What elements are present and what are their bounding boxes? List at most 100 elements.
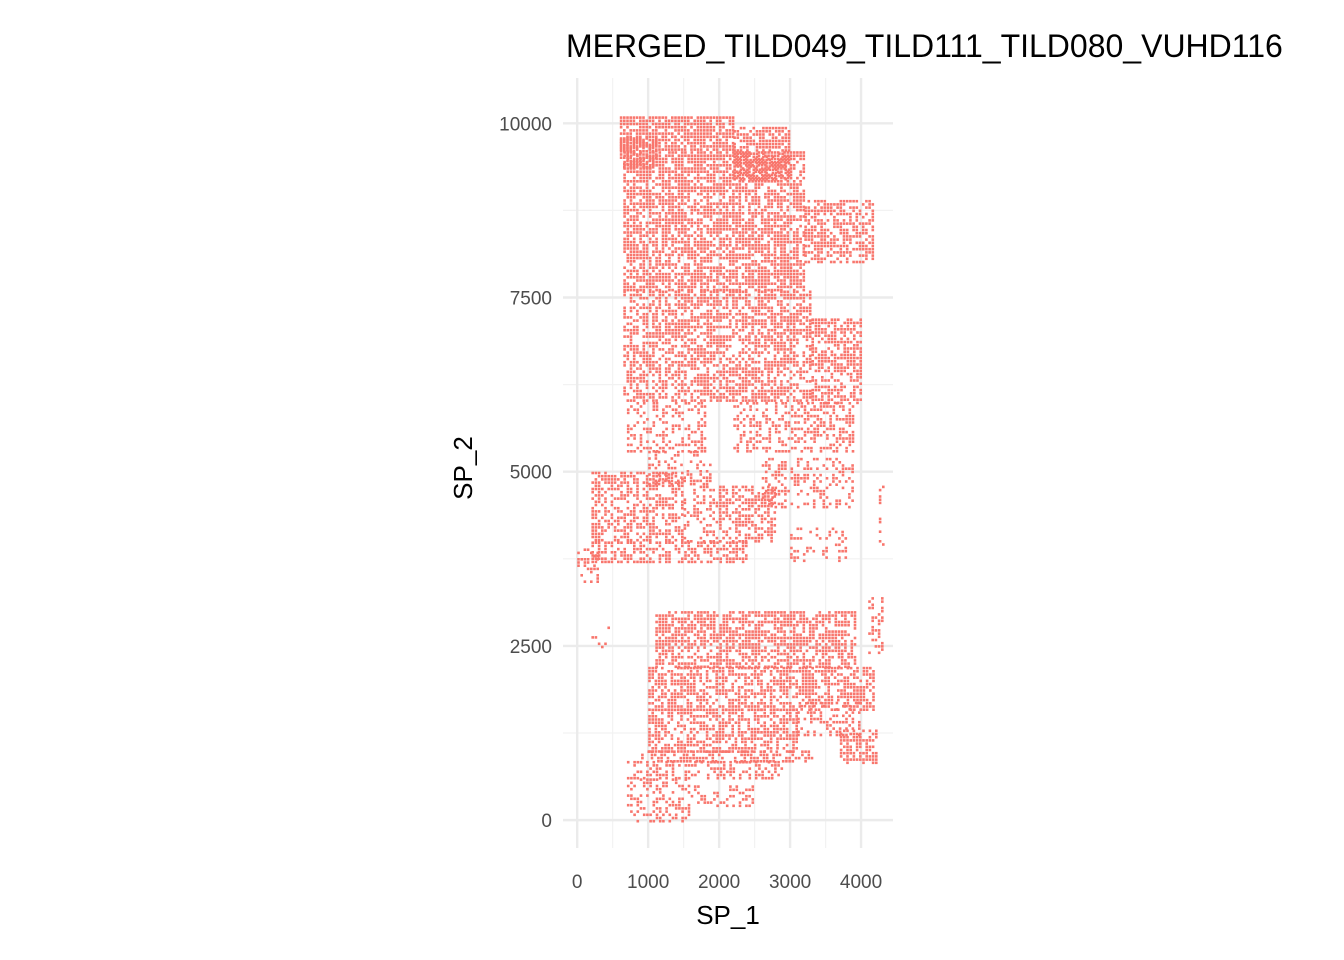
data-point: [822, 402, 826, 405]
data-point: [655, 240, 658, 244]
data-point: [761, 493, 765, 496]
data-point: [639, 186, 642, 189]
data-point: [796, 316, 799, 319]
data-point: [767, 338, 770, 342]
data-point: [773, 282, 777, 285]
data-point: [674, 316, 678, 319]
data-point: [754, 322, 758, 326]
data-point: [657, 450, 661, 454]
data-point: [773, 260, 777, 263]
data-point: [842, 251, 846, 254]
data-point: [749, 450, 752, 453]
data-point: [808, 319, 812, 322]
data-point: [744, 319, 748, 322]
data-point: [808, 344, 812, 348]
data-point: [739, 126, 743, 130]
data-point: [776, 332, 780, 335]
data-point: [781, 402, 784, 405]
data-point: [827, 392, 830, 395]
data-point: [733, 142, 736, 146]
data-point: [760, 250, 764, 253]
data-point: [789, 312, 793, 316]
data-point: [787, 424, 791, 427]
data-point: [655, 360, 658, 364]
data-point: [774, 477, 778, 480]
data-point: [652, 157, 655, 161]
data-point: [690, 167, 694, 170]
data-point: [846, 366, 850, 369]
data-point: [633, 450, 636, 453]
data-point: [806, 464, 810, 467]
data-point: [706, 328, 710, 332]
data-point: [646, 430, 649, 434]
data-point: [796, 269, 799, 273]
data-point: [725, 132, 728, 135]
data-point: [626, 380, 630, 383]
data-point: [792, 360, 796, 364]
data-point: [642, 360, 646, 364]
data-point: [700, 402, 704, 405]
data-point: [684, 370, 687, 374]
data-point: [846, 398, 850, 401]
data-point: [789, 151, 793, 154]
data-point: [776, 215, 780, 218]
data-point: [623, 392, 626, 396]
data-point: [835, 418, 839, 421]
data-point: [626, 137, 629, 140]
data-point: [674, 290, 678, 294]
data-point: [760, 176, 764, 180]
data-point: [844, 502, 848, 506]
data-point: [829, 418, 832, 421]
data-point: [722, 196, 726, 199]
data-point: [768, 464, 771, 467]
data-point: [607, 487, 610, 491]
data-point: [722, 189, 726, 193]
data-point: [849, 199, 852, 203]
data-point: [774, 473, 778, 477]
data-point: [855, 260, 859, 264]
data-point: [703, 322, 706, 326]
data-point: [786, 309, 790, 313]
data-point: [722, 335, 726, 338]
data-point: [642, 146, 645, 150]
data-point: [626, 146, 629, 150]
data-point: [806, 477, 810, 480]
data-point: [781, 414, 784, 418]
data-point: [690, 348, 694, 351]
data-point: [783, 332, 786, 335]
data-point: [722, 288, 726, 292]
data-point: [752, 126, 756, 130]
data-point: [770, 202, 774, 205]
data-point: [725, 221, 729, 225]
data-point: [768, 142, 772, 146]
data-point: [626, 450, 630, 453]
data-point: [783, 183, 786, 186]
data-point: [757, 319, 761, 322]
data-point: [683, 132, 687, 135]
data-point: [684, 234, 687, 237]
data-point: [655, 138, 658, 142]
data-point: [648, 159, 652, 163]
data-point: [764, 392, 767, 396]
data-point: [760, 322, 764, 326]
data-point: [629, 276, 633, 279]
data-point: [853, 363, 856, 366]
data-point: [706, 373, 710, 377]
data-point: [674, 335, 678, 338]
data-point: [712, 228, 716, 231]
data-point: [626, 205, 630, 209]
data-point: [833, 203, 836, 206]
data-point: [787, 411, 791, 415]
data-point: [597, 494, 601, 497]
data-point: [722, 170, 726, 173]
data-point: [778, 440, 781, 443]
data-point: [770, 199, 774, 202]
data-point: [655, 237, 658, 241]
data-point: [826, 411, 829, 415]
data-point: [767, 224, 770, 228]
data-point: [687, 437, 691, 440]
data-point: [770, 173, 774, 177]
data-point: [796, 151, 799, 154]
data-point: [626, 256, 630, 260]
data-point: [783, 224, 786, 228]
